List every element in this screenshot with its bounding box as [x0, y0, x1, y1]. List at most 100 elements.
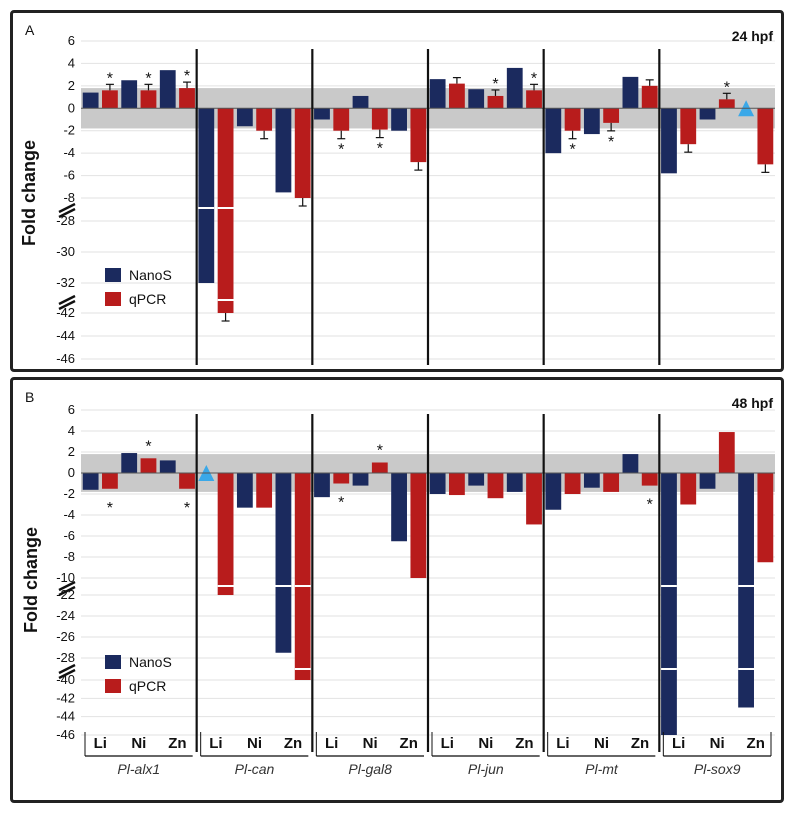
gene-label: Pl-gal8 [348, 761, 392, 777]
significance-star: * [724, 79, 730, 96]
y-tick-label: -30 [56, 244, 75, 259]
nanos-bar [352, 95, 369, 109]
qpcr-bar [410, 108, 427, 163]
treatment-label: Li [94, 735, 107, 752]
nanos-bar [429, 473, 446, 494]
axis-break-mark [58, 299, 76, 311]
nanos-bar [275, 108, 292, 193]
y-tick-label: -8 [63, 549, 75, 564]
nanos-bar [159, 460, 176, 473]
legend-label-nanos: NanoS [129, 267, 172, 283]
significance-star: * [569, 142, 575, 159]
treatment-label: Li [209, 735, 222, 752]
nanos-bar [391, 108, 407, 131]
significance-star: * [145, 438, 151, 455]
gene-label: Pl-mt [585, 761, 619, 777]
gene-label: Pl-can [235, 761, 275, 777]
nanos-bar [352, 473, 369, 486]
qpcr-bar [256, 473, 273, 508]
treatment-label: Zn [284, 735, 302, 752]
significance-star: * [107, 70, 113, 87]
qpcr-bar [757, 473, 774, 563]
qpcr-bar [449, 83, 465, 109]
nanos-bar [236, 473, 253, 508]
treatment-label: Zn [515, 735, 533, 752]
qpcr-bar [449, 473, 465, 496]
significance-star: * [184, 68, 190, 85]
nanos-bar [82, 473, 99, 490]
qpcr-bar [757, 108, 774, 165]
y-tick-label: -44 [56, 328, 75, 343]
qpcr-bar [680, 108, 697, 145]
nanos-bar [198, 108, 215, 284]
significance-star: * [377, 443, 383, 460]
nanos-bar [121, 453, 138, 473]
qpcr-bar [718, 432, 735, 473]
panel-letter: A [25, 22, 35, 38]
nanos-bar [699, 108, 716, 120]
nanos-bar [738, 473, 754, 708]
axis-break-mark [58, 668, 76, 680]
y-tick-label: -42 [56, 305, 75, 320]
y-tick-label: -4 [63, 507, 75, 522]
treatment-label: Zn [631, 735, 649, 752]
significance-star: * [184, 500, 190, 517]
treatment-label: Ni [131, 735, 146, 752]
time-label: 48 hpf [732, 395, 774, 411]
significance-star: * [608, 134, 614, 151]
significance-star: * [377, 141, 383, 158]
y-tick-label: -22 [56, 587, 75, 602]
axis-break-mark [58, 207, 76, 219]
y-tick-label: 4 [68, 423, 75, 438]
qpcr-bar [564, 108, 581, 131]
qpcr-bar [371, 108, 388, 130]
y-tick-label: 6 [68, 33, 75, 48]
y-tick-label: -42 [56, 690, 75, 705]
y-tick-label: 2 [68, 444, 75, 459]
legend-label-qpcr: qPCR [129, 291, 166, 307]
significance-star: * [338, 495, 344, 512]
qpcr-bar [102, 473, 118, 489]
y-tick-label: -6 [63, 168, 75, 183]
qpcr-bar [603, 108, 620, 123]
qpcr-bar [680, 473, 697, 505]
qpcr-bar [526, 90, 542, 109]
y-tick-label: 6 [68, 402, 75, 417]
qpcr-bar [256, 108, 273, 131]
qpcr-bar [641, 473, 658, 486]
treatment-label: Ni [247, 735, 262, 752]
nanos-bar [275, 473, 292, 653]
treatment-label: Li [556, 735, 569, 752]
y-tick-label: -6 [63, 528, 75, 543]
y-tick-label: -26 [56, 629, 75, 644]
nanos-bar [468, 473, 485, 486]
qpcr-bar [526, 473, 542, 525]
treatment-label: Li [441, 735, 454, 752]
y-tick-label: -2 [63, 123, 75, 138]
qpcr-bar [371, 462, 388, 473]
panel-a: 6 4 2 0 -2 -4 -6 -8 -28 -30 -32 -42 -44 -46 * * * * * * * * * *… [10, 10, 784, 372]
treatment-label: Ni [363, 735, 378, 752]
treatment-label: Zn [400, 735, 418, 752]
legend-label-nanos: NanoS [129, 654, 172, 670]
qpcr-bar [487, 95, 504, 109]
significance-star: * [647, 497, 653, 514]
y-tick-label: -32 [56, 275, 75, 290]
axis-break-mark [58, 294, 76, 306]
treatment-label: Li [325, 735, 338, 752]
gene-label: Pl-sox9 [694, 761, 741, 777]
qpcr-bar [487, 473, 504, 499]
nanos-bar [236, 108, 253, 127]
axis-break-mark [58, 585, 76, 597]
y-tick-label: -46 [56, 351, 75, 366]
axis-break-mark [58, 580, 76, 592]
y-tick-label: 4 [68, 55, 75, 70]
nanos-bar [429, 79, 446, 109]
y-tick-label: -2 [63, 486, 75, 501]
gene-label: Pl-alx1 [117, 761, 160, 777]
nanos-bar [661, 473, 677, 735]
gene-label: Pl-jun [468, 761, 504, 777]
axis-break-mark [58, 663, 76, 675]
axis-break-mark [58, 202, 76, 214]
nanos-bar [545, 108, 562, 154]
